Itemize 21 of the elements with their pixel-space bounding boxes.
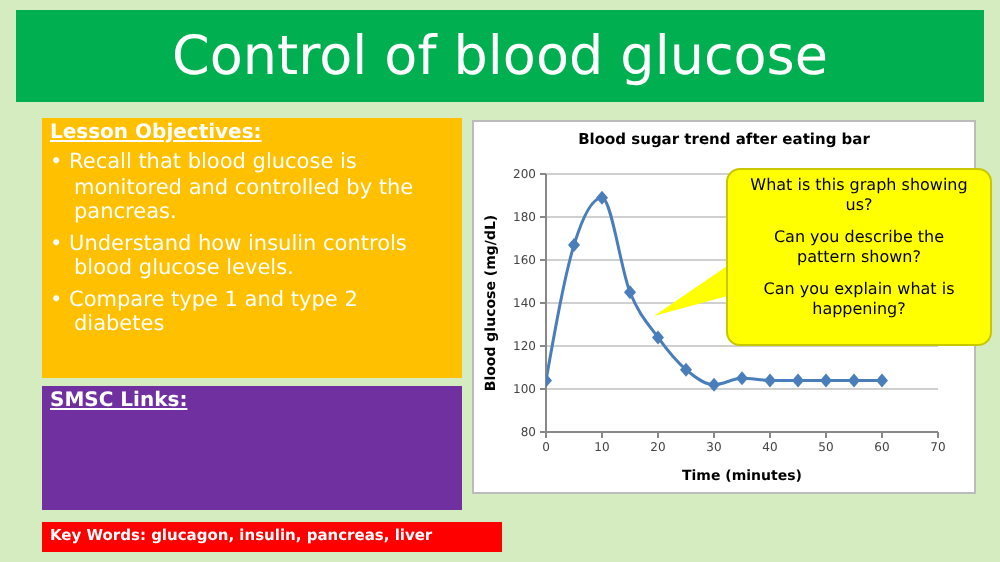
- point: [624, 285, 636, 300]
- text: • Recall that blood glucose is monitored and controlled by the pancreas.: [50, 150, 416, 225]
- point: [568, 237, 580, 252]
- point: [848, 373, 860, 388]
- annotation: Can you explain what is happening?: [761, 280, 957, 320]
- point: [736, 371, 748, 386]
- point: [596, 190, 608, 205]
- point: [652, 330, 664, 345]
- text: Lesson Objectives:: [50, 122, 264, 144]
- text: • Understand how insulin controls blood glucose levels.: [50, 231, 409, 281]
- point: [820, 373, 832, 388]
- point: [764, 373, 776, 388]
- text: SMSC Links:: [42, 386, 462, 510]
- annotation: What is this graph showing us?: [748, 176, 970, 216]
- text: Control of blood glucose: [16, 10, 984, 102]
- point: [876, 373, 888, 388]
- annotation: Can you describe the pattern shown?: [771, 228, 947, 268]
- point: [680, 362, 692, 377]
- point: [708, 377, 720, 392]
- text: • Compare type 1 and type 2 diabetes: [50, 287, 360, 337]
- point: [792, 373, 804, 388]
